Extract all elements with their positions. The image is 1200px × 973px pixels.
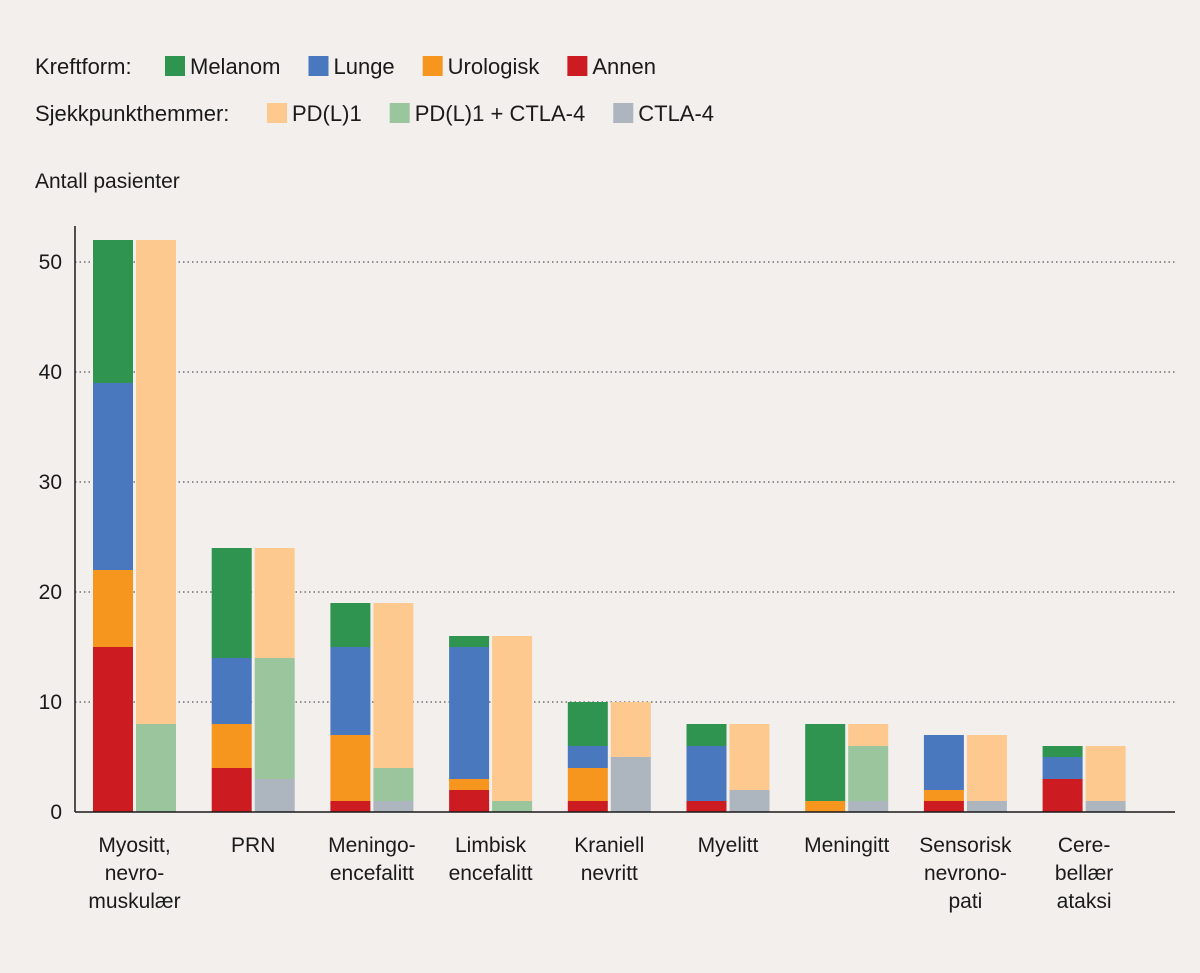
- bar-cancer-urologisk-4: [567, 768, 608, 801]
- bar-checkpoint-pd-l-1-2: [373, 603, 414, 768]
- x-category-label-5: Myelitt: [698, 834, 759, 857]
- legend-swatch-ctla-4: [613, 103, 634, 123]
- x-category-label-0: Myositt, nevro-muskulær: [88, 834, 180, 913]
- bar-checkpoint-ctla-4-8: [1085, 801, 1126, 812]
- bar-checkpoint-pd-l-1-3: [492, 636, 533, 801]
- bar-cancer-annen-0: [93, 647, 133, 812]
- legend-swatch-melanom: [165, 56, 185, 76]
- legend-title: Kreftform:: [35, 54, 132, 79]
- bar-cancer-melanom-2: [330, 603, 371, 647]
- bar-cancer-lunge-2: [330, 647, 371, 735]
- bar-checkpoint-pd-l-1-ctla-4-0: [136, 724, 176, 812]
- x-category-label-8: Cere-bellær ataksi: [1055, 834, 1113, 913]
- bar-cancer-lunge-0: [93, 383, 133, 570]
- y-tick-label-50: 50: [39, 251, 62, 274]
- legend-label-urologisk: Urologisk: [448, 54, 541, 79]
- bar-cancer-lunge-1: [211, 658, 252, 724]
- legend-swatch-urologisk: [422, 56, 443, 76]
- bar-cancer-annen-3: [449, 790, 490, 812]
- bar-checkpoint-pd-l-1-5: [729, 724, 770, 790]
- bar-checkpoint-pd-l-1-ctla-4-1: [254, 658, 295, 779]
- x-category-label-3: Limbisk encefalitt: [449, 834, 533, 885]
- bar-checkpoint-pd-l-1-4: [610, 702, 651, 757]
- bar-cancer-melanom-4: [567, 702, 608, 746]
- bar-checkpoint-pd-l-1-ctla-4-2: [373, 768, 414, 801]
- axes: [74, 226, 1175, 813]
- y-tick-label-0: 0: [50, 801, 62, 824]
- x-category-label-6: Meningitt: [804, 834, 889, 857]
- legend-label-pd-l-1-ctla-4: PD(L)1 + CTLA-4: [415, 101, 586, 126]
- legend-swatch-pd-l-1-ctla-4: [389, 103, 410, 123]
- bars: [93, 240, 1126, 812]
- bar-cancer-urologisk-6: [805, 801, 846, 812]
- y-tick-label-30: 30: [39, 471, 62, 494]
- legend-label-pd-l-1: PD(L)1: [292, 101, 362, 126]
- x-category-label-1: PRN: [231, 834, 275, 857]
- bar-cancer-annen-1: [211, 768, 252, 812]
- bar-checkpoint-pd-l-1-0: [136, 240, 176, 724]
- bar-cancer-urologisk-2: [330, 735, 371, 801]
- bar-cancer-melanom-3: [449, 636, 490, 647]
- x-category-label-4: Kraniell nevritt: [574, 834, 644, 885]
- legend-swatch-annen: [567, 56, 588, 76]
- legend-label-ctla-4: CTLA-4: [638, 101, 714, 126]
- bar-cancer-annen-5: [686, 801, 727, 812]
- bar-checkpoint-ctla-4-5: [729, 790, 770, 812]
- bar-cancer-melanom-1: [211, 548, 252, 658]
- legend-label-lunge: Lunge: [333, 54, 394, 79]
- bar-checkpoint-ctla-4-1: [254, 779, 295, 812]
- y-tick-label-40: 40: [39, 361, 62, 384]
- bar-checkpoint-pd-l-1-ctla-4-6: [848, 746, 889, 801]
- bar-checkpoint-pd-l-1-8: [1085, 746, 1126, 801]
- bar-cancer-lunge-4: [567, 746, 608, 768]
- bar-cancer-melanom-6: [805, 724, 846, 801]
- bar-cancer-lunge-5: [686, 746, 727, 801]
- y-tick-label-10: 10: [39, 691, 62, 714]
- legend-area: Kreftform: Melanom Lunge Urologisk Annen Sjek…: [35, 54, 714, 126]
- bar-cancer-lunge-7: [923, 735, 964, 790]
- legend-swatch-lunge: [308, 56, 329, 76]
- bar-cancer-urologisk-0: [93, 570, 133, 647]
- bar-cancer-annen-4: [567, 801, 608, 812]
- bar-cancer-annen-8: [1042, 779, 1083, 812]
- bar-cancer-melanom-0: [93, 240, 133, 383]
- bar-cancer-melanom-8: [1042, 746, 1083, 757]
- bar-cancer-urologisk-1: [211, 724, 252, 768]
- bar-checkpoint-ctla-4-2: [373, 801, 414, 812]
- bar-checkpoint-pd-l-1-1: [254, 548, 295, 658]
- x-category-labels: Myositt, nevro-muskulær PRN Meningo-encefal…: [88, 834, 1113, 913]
- bar-checkpoint-ctla-4-7: [966, 801, 1007, 812]
- x-category-label-2: Meningo-encefalitt: [328, 834, 416, 885]
- y-axis-label: Antall pasienter: [35, 170, 180, 193]
- legend-label-annen: Annen: [592, 54, 656, 79]
- bar-cancer-lunge-3: [449, 647, 490, 779]
- legend-swatch-pd-l-1: [267, 103, 287, 123]
- bar-cancer-melanom-5: [686, 724, 727, 746]
- x-category-label-7: Sensorisk nevrono-pati: [919, 834, 1012, 913]
- bar-checkpoint-pd-l-1-7: [966, 735, 1007, 801]
- bar-cancer-urologisk-3: [449, 779, 490, 790]
- bar-cancer-annen-7: [923, 801, 964, 812]
- bar-cancer-annen-2: [330, 801, 371, 812]
- legend-label-melanom: Melanom: [190, 54, 280, 79]
- bar-cancer-urologisk-7: [923, 790, 964, 801]
- y-tick-label-20: 20: [39, 581, 62, 604]
- y-tick-labels: 0 10 20 30 40 50: [39, 251, 62, 824]
- legend-title: Sjekkpunkthemmer:: [35, 101, 229, 126]
- bar-checkpoint-pd-l-1-6: [848, 724, 889, 746]
- bar-checkpoint-pd-l-1-ctla-4-3: [492, 801, 533, 812]
- bar-cancer-lunge-8: [1042, 757, 1083, 779]
- bar-checkpoint-ctla-4-4: [610, 757, 651, 812]
- bar-checkpoint-ctla-4-6: [848, 801, 889, 812]
